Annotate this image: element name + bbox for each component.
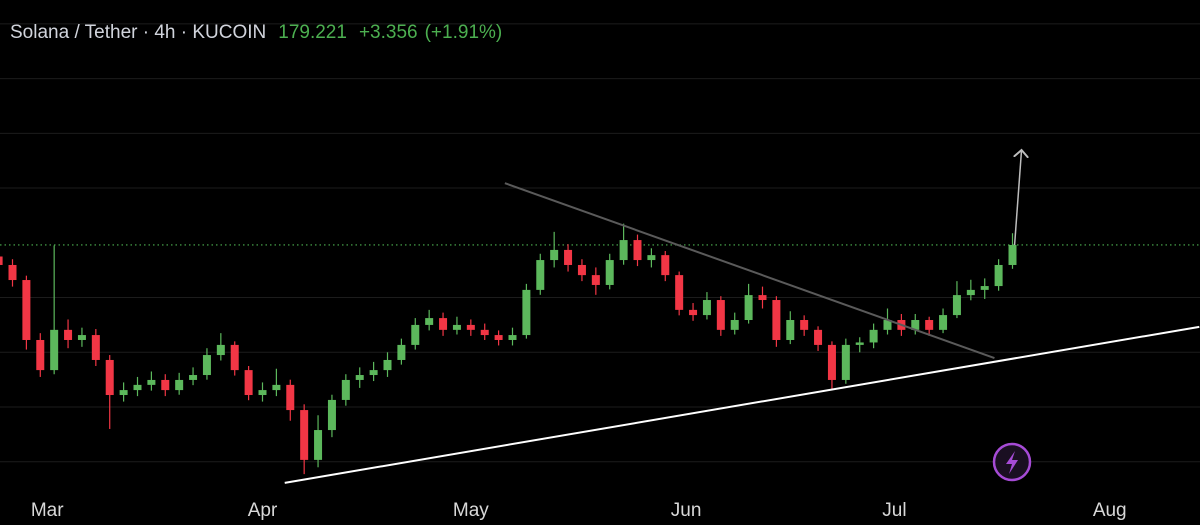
- candle-body: [564, 249, 573, 265]
- candle-body: [744, 295, 753, 321]
- candle-body: [216, 344, 225, 356]
- candle-body: [300, 410, 309, 460]
- candle-body: [105, 359, 114, 396]
- candle-body: [633, 240, 642, 261]
- candle-body: [702, 300, 711, 316]
- chart-title: Solana / Tether · 4h · KUCOIN: [10, 22, 266, 43]
- candle-body: [189, 375, 198, 380]
- candle-body: [397, 344, 406, 360]
- candle-body: [911, 320, 920, 330]
- trend-line: [504, 182, 995, 359]
- last-price: 179.221: [278, 22, 347, 43]
- candle-body: [661, 255, 670, 276]
- candle-body: [522, 289, 531, 336]
- candle-body: [91, 335, 100, 360]
- candle-body: [800, 320, 809, 330]
- candle-body: [452, 324, 461, 330]
- candle-body: [50, 329, 59, 371]
- candle-body: [383, 359, 392, 371]
- candle-body: [22, 280, 31, 340]
- lightning-icon[interactable]: [992, 442, 1032, 482]
- candle-body: [577, 264, 586, 276]
- candle-body: [77, 335, 86, 340]
- x-tick-label: Jul: [882, 500, 906, 521]
- candle-body: [883, 320, 892, 330]
- candle-body: [411, 324, 420, 345]
- candle-body: [827, 344, 836, 380]
- candle-body: [939, 315, 948, 330]
- candle-body: [133, 384, 142, 391]
- candle-body: [341, 379, 350, 400]
- candle-body: [730, 320, 739, 330]
- candle-body: [466, 324, 475, 330]
- candle-body: [286, 384, 295, 411]
- x-tick-label: May: [453, 500, 489, 521]
- candle-body: [36, 339, 45, 371]
- candle-body: [314, 430, 323, 460]
- candle-body: [244, 370, 253, 396]
- candle-body: [869, 329, 878, 343]
- candle-body: [439, 318, 448, 330]
- candle-body: [369, 370, 378, 376]
- candle-body: [425, 318, 434, 325]
- candle-body: [772, 300, 781, 340]
- x-tick-label: Jun: [671, 500, 702, 521]
- candle-body: [508, 335, 517, 340]
- candle-body: [536, 260, 545, 290]
- candle-body: [966, 289, 975, 296]
- candle-body: [272, 384, 281, 391]
- candle-body: [855, 342, 864, 345]
- candle-body: [591, 275, 600, 285]
- candle-body: [1008, 245, 1017, 265]
- candle-body: [355, 375, 364, 380]
- candle-body: [0, 256, 3, 265]
- candle-body: [494, 335, 503, 340]
- candle-body: [161, 379, 170, 391]
- candle-body: [64, 329, 73, 340]
- candle-body: [689, 309, 698, 316]
- candle-body: [925, 320, 934, 330]
- candle-body: [230, 344, 239, 371]
- candle-body: [980, 286, 989, 290]
- candle-body: [202, 355, 211, 376]
- candle-body: [716, 300, 725, 330]
- candle-body: [758, 295, 767, 301]
- candle-body: [952, 295, 961, 316]
- candle-body: [605, 260, 614, 285]
- candle-body: [675, 275, 684, 310]
- plot: [0, 150, 1200, 484]
- x-tick-label: Apr: [248, 500, 278, 521]
- candle-body: [119, 390, 128, 396]
- candle-body: [147, 379, 156, 385]
- candle-body: [8, 264, 17, 281]
- grid: [0, 23, 1200, 463]
- candle-body: [619, 240, 628, 261]
- candle-body: [327, 399, 336, 431]
- projection-arrow: [1015, 150, 1022, 246]
- price-change-percent: (+1.91%): [425, 22, 503, 43]
- candle-body: [647, 255, 656, 261]
- x-tick-label: Mar: [31, 500, 64, 521]
- candle-body: [994, 264, 1003, 287]
- candle-body: [258, 390, 267, 396]
- candle-body: [480, 329, 489, 336]
- candle-body: [786, 320, 795, 340]
- candle-body: [550, 249, 559, 261]
- price-change: +3.356: [359, 22, 418, 43]
- candle-body: [814, 329, 823, 345]
- trend-line: [284, 325, 1200, 484]
- x-tick-label: Aug: [1093, 500, 1127, 521]
- candle-body: [175, 379, 184, 391]
- candle-body: [841, 344, 850, 380]
